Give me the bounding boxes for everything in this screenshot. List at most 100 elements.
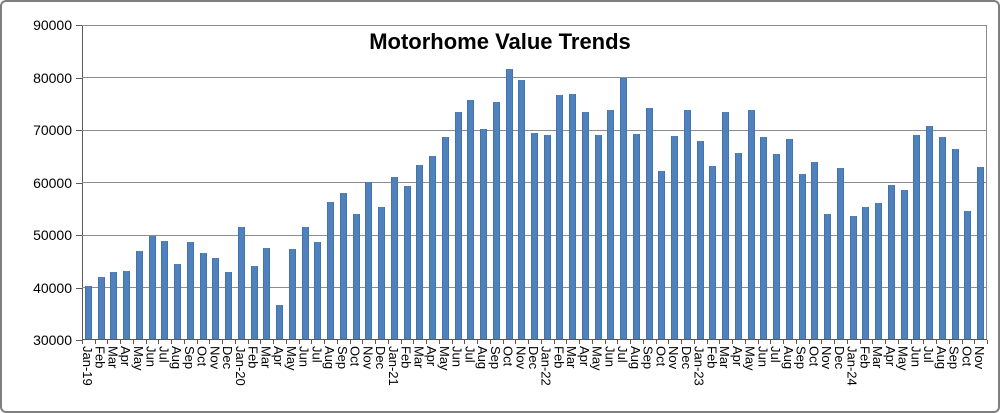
x-axis-tick-mark xyxy=(681,340,683,344)
x-axis-tick-label-Feb-25: Feb xyxy=(398,346,414,369)
x-axis-tick-mark xyxy=(311,340,313,344)
x-axis-tick-label-Jan-24-60: Jan-24 xyxy=(844,346,860,386)
x-axis-tick-label-Oct-33: Oct xyxy=(500,346,516,367)
bar-Nov-10 xyxy=(212,257,220,339)
bar-Mar-26 xyxy=(416,164,424,339)
x-axis-tick-label-Nov-70: Nov xyxy=(972,346,988,370)
plot-area xyxy=(82,25,987,340)
x-axis-tick-label-Mar-26: Mar xyxy=(411,346,427,369)
x-axis-tick-mark xyxy=(783,340,785,344)
x-axis-tick-mark xyxy=(298,340,300,344)
gridline-80000 xyxy=(82,77,987,78)
x-axis-tick-label-Oct-9: Oct xyxy=(194,346,210,367)
bar-May-4 xyxy=(135,250,143,339)
x-axis-tick-label-Feb-61: Feb xyxy=(857,346,873,369)
bar-Apr-15 xyxy=(276,305,284,339)
gridline-90000 xyxy=(82,25,987,26)
x-axis-tick-label-Nov-10: Nov xyxy=(207,346,223,370)
x-axis-tick-mark xyxy=(387,340,389,344)
x-axis-tick-mark xyxy=(107,340,109,344)
x-axis-tick-mark xyxy=(770,340,772,344)
y-axis-tick-label-70000: 70000 xyxy=(33,122,72,138)
x-axis-tick-label-Jul-66: Jul xyxy=(921,346,937,363)
y-axis-tick-label-90000: 90000 xyxy=(33,17,72,33)
x-axis-tick-label-Mar-50: Mar xyxy=(717,346,733,369)
x-axis-tick-label-Jan-20-12: Jan-20 xyxy=(232,346,248,386)
bar-Jun-53 xyxy=(760,137,768,339)
x-axis-tick-label-Dec-35: Dec xyxy=(526,346,541,370)
x-axis-tick-mark xyxy=(515,340,517,344)
x-axis-tick-label-Sep-20: Sep xyxy=(334,346,350,370)
bar-Feb-1 xyxy=(97,276,105,339)
bar-Dec-11 xyxy=(225,272,233,339)
bar-Jul-54 xyxy=(773,153,781,339)
x-axis-tick-mark xyxy=(82,340,83,344)
x-axis-tick-mark xyxy=(438,340,440,344)
x-axis-tick-label-Dec-11: Dec xyxy=(220,346,236,370)
x-axis-tick-label-Apr-51: Apr xyxy=(729,346,745,367)
x-axis-tick-label-Jan-22-36: Jan-22 xyxy=(538,346,554,386)
y-axis-tick-mark xyxy=(76,25,82,26)
x-axis-tick-mark xyxy=(209,340,211,344)
x-axis-tick-mark xyxy=(693,340,695,344)
bar-Nov-22 xyxy=(365,182,373,339)
x-axis-tick-mark xyxy=(336,340,338,344)
bar-Jun-5 xyxy=(148,235,156,339)
x-axis-tick-mark xyxy=(247,340,249,344)
x-axis-tick-mark xyxy=(120,340,122,344)
bar-Jul-6 xyxy=(161,241,169,339)
bar-Sep-32 xyxy=(492,102,500,339)
x-axis-tick-mark xyxy=(757,340,759,344)
bar-Oct-33 xyxy=(505,68,513,339)
x-axis-tick-label-Nov-58: Nov xyxy=(819,346,835,370)
x-axis-tick-mark xyxy=(158,340,160,344)
x-axis-tick-mark xyxy=(489,340,491,344)
x-axis-tick-label-Aug-7: Aug xyxy=(169,346,185,370)
bar-Jul-30 xyxy=(467,99,475,339)
x-axis-tick-label-Jun-65: Jun xyxy=(908,346,924,367)
x-axis-tick-mark xyxy=(630,340,632,344)
y-axis-tick-mark xyxy=(76,287,82,289)
x-axis-tick-label-Dec-59: Dec xyxy=(831,346,847,370)
x-axis-tick-mark xyxy=(910,340,912,344)
x-axis-tick-mark xyxy=(234,340,236,344)
x-axis-tick-mark xyxy=(579,340,581,344)
y-axis-tick-mark xyxy=(76,340,82,341)
x-axis-tick-label-Aug-31: Aug xyxy=(475,346,490,370)
bar-Jan-21-24 xyxy=(390,176,398,339)
x-axis-tick-label-May-40: May xyxy=(589,346,605,371)
x-axis-tick-label-Oct-45: Oct xyxy=(653,346,669,367)
x-axis-tick-mark xyxy=(540,340,542,344)
y-axis-tick-label-40000: 40000 xyxy=(33,279,72,296)
x-axis-tick-label-Aug-43: Aug xyxy=(627,346,643,370)
bar-May-28 xyxy=(441,136,449,339)
bar-Jun-29 xyxy=(454,112,462,339)
y-axis-tick-mark xyxy=(76,235,82,236)
x-axis-tick-mark xyxy=(821,340,823,344)
x-axis-tick-label-Jul-42: Jul xyxy=(615,346,631,363)
x-axis-tick-label-Jan-23-48: Jan-23 xyxy=(691,346,707,386)
x-axis-tick-label-Feb-1: Feb xyxy=(92,346,108,369)
y-axis-tick-label-50000: 50000 xyxy=(33,227,72,243)
x-axis-tick-mark xyxy=(273,340,275,344)
x-axis-tick-label-Jul-18: Jul xyxy=(309,346,325,363)
x-axis-tick-label-Dec-47: Dec xyxy=(678,346,694,370)
x-axis-tick-mark xyxy=(132,340,134,344)
x-axis-tick-label-Apr-39: Apr xyxy=(576,346,592,367)
x-axis-tick-mark xyxy=(642,340,644,344)
bar-Aug-67 xyxy=(938,137,946,339)
x-axis-tick-mark xyxy=(285,340,287,344)
x-axis-tick-label-Jul-6: Jul xyxy=(156,346,172,363)
bar-Mar-62 xyxy=(875,203,883,339)
bar-May-64 xyxy=(900,190,908,339)
x-axis-tick-mark xyxy=(732,340,734,344)
bar-Jul-66 xyxy=(926,126,934,339)
bar-Jun-41 xyxy=(607,110,615,339)
bar-May-40 xyxy=(594,134,602,339)
x-axis-tick-label-Jan-21-24: Jan-21 xyxy=(385,346,401,386)
bar-Feb-37 xyxy=(556,95,564,339)
x-axis-tick-mark xyxy=(795,340,797,344)
x-axis-tick-mark xyxy=(477,340,479,344)
x-axis-tick-label-Jul-54: Jul xyxy=(768,346,784,363)
bar-Oct-45 xyxy=(658,170,666,339)
